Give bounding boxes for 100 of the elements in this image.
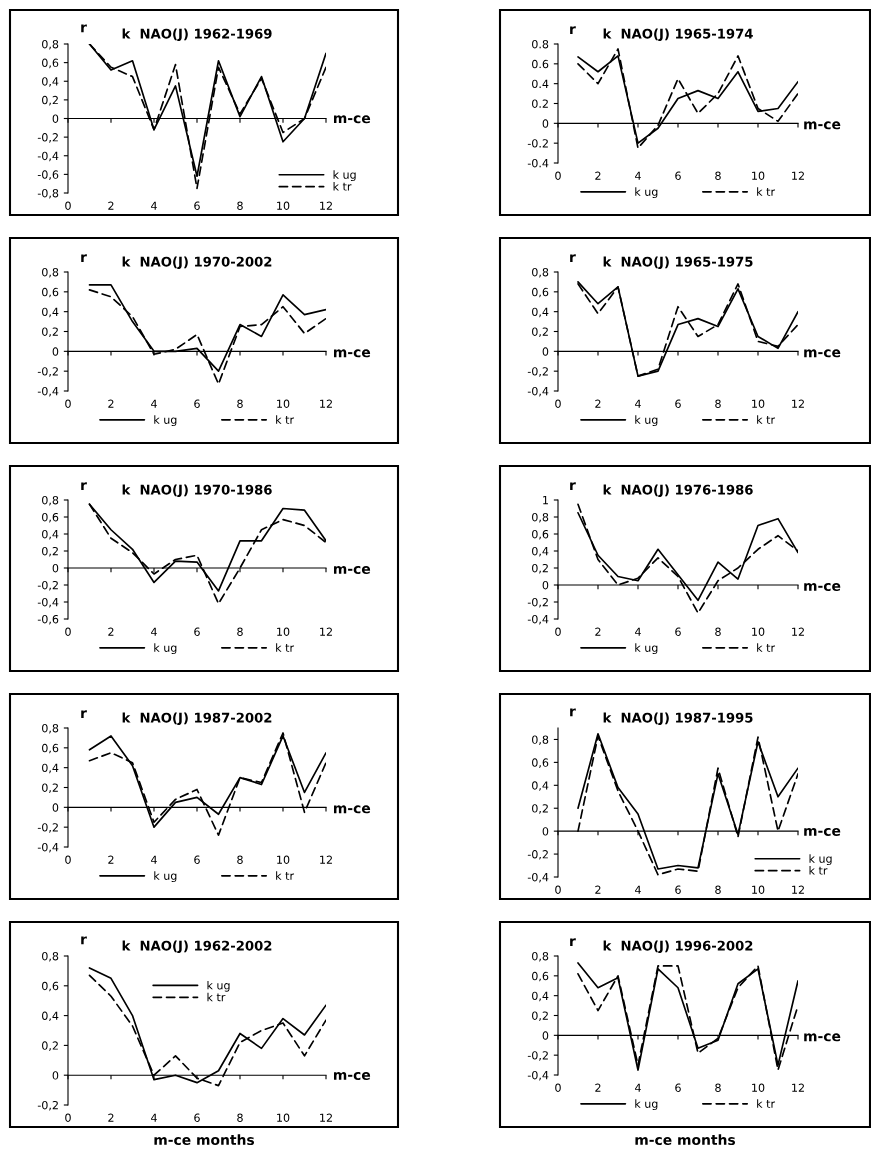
- y-tick-label: 0,8: [532, 735, 549, 745]
- x-tick-label: 4: [635, 399, 641, 408]
- x-tick-label: 12: [792, 627, 804, 636]
- legend-label: k ug: [333, 170, 356, 181]
- x-tick-label: 4: [151, 399, 157, 408]
- x-tick-label: 6: [194, 855, 200, 864]
- x-tick-label: 8: [237, 399, 243, 408]
- x-tick-label: 12: [320, 855, 332, 864]
- y-tick-label: -0,4: [527, 872, 549, 883]
- y-axis-title: r: [570, 708, 576, 717]
- x-tick-label: 8: [237, 201, 243, 210]
- x-tick-label: 10: [752, 1083, 765, 1092]
- y-tick-label: 0,4: [42, 307, 59, 318]
- legend-label: k tr: [757, 187, 776, 196]
- y-tick-label: 0: [52, 803, 59, 812]
- y-tick-label: 0,4: [42, 763, 59, 774]
- x-tick-label: 12: [320, 627, 332, 636]
- y-tick-label: 0,2: [42, 1041, 58, 1051]
- x-tick-label: 0: [65, 855, 71, 864]
- y-tick-label: 0,2: [532, 1011, 548, 1022]
- y-axis-title: r: [81, 710, 87, 718]
- x-tick-label: 4: [635, 627, 641, 636]
- y-axis-title: r: [81, 936, 87, 945]
- y-tick-label: 0,2: [42, 546, 58, 557]
- legend-label: k tr: [757, 643, 776, 652]
- y-tick-label: -0,4: [527, 614, 549, 625]
- x-tick-label: 10: [752, 885, 765, 894]
- x-tick-label: 12: [320, 399, 332, 408]
- x-tick-label: 4: [635, 885, 641, 894]
- x-tick-label: 6: [194, 627, 200, 636]
- x-tick-label: 4: [635, 1083, 641, 1092]
- legend-label: k ug: [154, 643, 177, 655]
- x-tick-label: 4: [151, 201, 157, 210]
- x-axis-title: m-ce: [334, 1072, 371, 1080]
- legend-label: k ug: [154, 871, 177, 883]
- y-tick-label: 0,6: [42, 981, 59, 992]
- x-axis-title: m-ce: [334, 805, 371, 814]
- chart-title: k NAO(J) 1987-1995: [603, 712, 753, 726]
- x-tick-label: 4: [151, 627, 157, 636]
- y-tick-label: 0,2: [42, 95, 58, 106]
- y-tick-label: 0,4: [532, 546, 549, 557]
- x-tick-label: 8: [237, 1113, 243, 1122]
- x-tick-label: 8: [715, 399, 721, 408]
- y-tick-label: 0,8: [42, 951, 59, 962]
- y-tick-label: 0.4: [532, 79, 549, 89]
- legend-label: k ug: [635, 415, 658, 427]
- y-tick-label: -0,2: [527, 850, 548, 860]
- y-tick-label: 0,2: [42, 327, 58, 338]
- legend-label: k ug: [635, 1099, 658, 1111]
- x-tick-label: 2: [108, 855, 114, 864]
- y-tick-label: 0: [542, 827, 549, 836]
- y-tick-label: -0,2: [527, 367, 548, 377]
- x-tick-label: 0: [555, 171, 561, 180]
- y-tick-label: 0: [542, 580, 549, 590]
- y-tick-label: -0,6: [37, 614, 59, 625]
- y-tick-label: 0,8: [42, 267, 59, 278]
- legend-label: k ug: [154, 415, 177, 427]
- y-axis-title: r: [570, 26, 576, 34]
- y-tick-label: 0,8: [532, 951, 549, 962]
- y-tick-label: 0,4: [42, 1011, 59, 1022]
- x-tick-label: 0: [65, 627, 71, 636]
- y-tick-label: 0: [542, 347, 549, 356]
- y-tick-label: 0,4: [42, 77, 59, 87]
- x-tick-label: 0: [555, 885, 561, 894]
- y-tick-label: -0.4: [527, 158, 549, 168]
- legend-label: k tr: [276, 415, 295, 424]
- y-tick-label: -0,4: [37, 386, 59, 397]
- y-tick-label: 0,6: [42, 287, 59, 298]
- y-tick-label: 0.8: [532, 39, 549, 49]
- x-tick-label: 8: [715, 885, 721, 894]
- x-tick-label: 2: [595, 885, 601, 894]
- x-axis-title: m-ce: [804, 121, 841, 130]
- x-tick-label: 10: [277, 855, 290, 864]
- x-tick-label: 2: [595, 627, 601, 636]
- x-tick-label: 4: [151, 1113, 157, 1122]
- x-axis-title: m-ce: [804, 349, 841, 358]
- x-tick-label: 8: [237, 627, 243, 636]
- y-tick-label: 0,4: [532, 307, 549, 318]
- x-tick-label: 4: [151, 855, 157, 864]
- x-tick-label: 6: [675, 1083, 681, 1092]
- x-axis-title: m-ce: [334, 349, 371, 358]
- y-tick-label: -0,2: [37, 1100, 58, 1111]
- x-axis-title: m-ce: [334, 566, 371, 574]
- y-tick-label: 0.2: [532, 99, 548, 108]
- y-tick-label: 0,6: [532, 529, 549, 540]
- legend-label: k tr: [276, 643, 295, 652]
- y-tick-label: -0,2: [527, 1051, 548, 1061]
- y-tick-label: 0,4: [532, 781, 549, 791]
- y-tick-label: -0,2: [527, 597, 548, 608]
- x-tick-label: 6: [194, 1113, 200, 1122]
- x-tick-label: 10: [752, 627, 765, 636]
- y-tick-label: 0,6: [42, 512, 59, 523]
- chart-title: k NAO(J) 1996-2002: [603, 940, 753, 954]
- x-tick-label: 12: [792, 399, 804, 408]
- x-tick-label: 8: [237, 855, 243, 864]
- text: m-ce months: [635, 1134, 736, 1146]
- y-tick-label: 0,2: [532, 327, 548, 338]
- x-tick-label: 2: [108, 399, 114, 408]
- text: m-ce months: [154, 1134, 255, 1146]
- y-tick-label: 0: [52, 114, 59, 123]
